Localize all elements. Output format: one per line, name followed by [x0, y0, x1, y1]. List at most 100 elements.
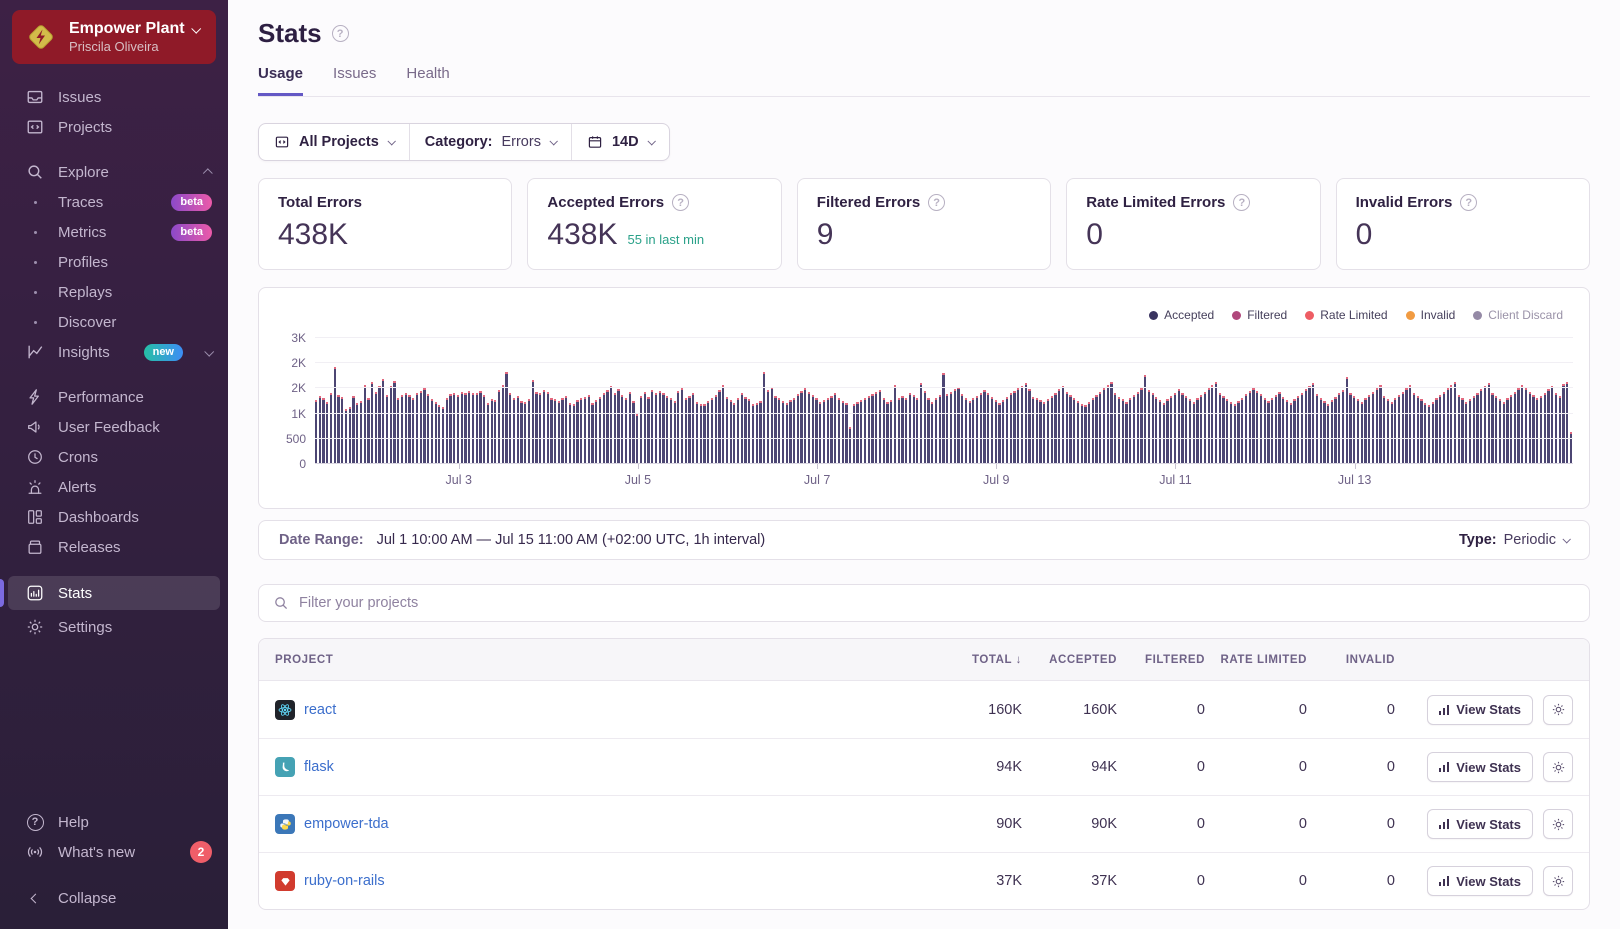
sidebar-item-whats-new[interactable]: What's new 2: [0, 837, 228, 867]
sidebar-item-explore[interactable]: Explore: [0, 157, 228, 187]
type-dropdown[interactable]: Type: Periodic: [1459, 532, 1571, 548]
chart-bar: [1248, 390, 1251, 464]
sidebar-item-releases[interactable]: Releases: [0, 532, 228, 562]
tab-issues[interactable]: Issues: [333, 65, 377, 82]
sidebar-item-traces[interactable]: Traces beta: [0, 187, 228, 217]
cell-rate-limited: 0: [1298, 873, 1307, 889]
card-title: Total Errors: [278, 194, 362, 211]
org-switcher[interactable]: Empower Plant Priscila Oliveira: [12, 10, 216, 65]
col-invalid[interactable]: INVALID: [1345, 653, 1395, 666]
chart-bar: [1110, 381, 1113, 464]
chart-bar: [826, 398, 829, 464]
col-project[interactable]: PROJECT: [275, 653, 334, 666]
project-link[interactable]: flask: [304, 759, 334, 775]
chart-bar: [905, 397, 908, 464]
legend-item-invalid[interactable]: Invalid: [1405, 308, 1455, 322]
chart-bar: [1468, 399, 1472, 464]
sidebar-item-replays[interactable]: Replays: [0, 277, 228, 307]
chart-bar: [953, 389, 956, 464]
project-settings-button[interactable]: [1543, 694, 1573, 725]
chart-bar: [527, 399, 531, 464]
sidebar-item-user-feedback[interactable]: User Feedback: [0, 412, 228, 442]
sidebar-item-performance[interactable]: Performance: [0, 382, 228, 412]
chart-bar: [677, 390, 680, 464]
chart-bar: [475, 393, 478, 464]
bar-chart-icon: [1438, 819, 1450, 829]
sidebar-item-profiles[interactable]: Profiles: [0, 247, 228, 277]
chart-bar: [1080, 403, 1083, 464]
chart-bar: [890, 400, 893, 464]
chart-bar: [318, 396, 321, 464]
tab-usage[interactable]: Usage: [258, 65, 304, 96]
chart-bar: [1375, 388, 1378, 464]
help-icon[interactable]: ?: [1233, 194, 1251, 211]
cell-invalid: 0: [1386, 701, 1395, 718]
legend-item-rate-limited[interactable]: Rate Limited: [1305, 308, 1388, 322]
bar-chart-icon: [1438, 876, 1450, 886]
sidebar-item-projects[interactable]: Projects: [0, 112, 228, 142]
project-link[interactable]: empower-tda: [304, 816, 389, 832]
sidebar-item-label: Help: [58, 813, 89, 831]
legend-item-client-discard[interactable]: Client Discard: [1473, 308, 1563, 322]
chart-bar: [722, 385, 725, 464]
project-settings-button[interactable]: [1543, 752, 1573, 782]
date-range-dropdown[interactable]: 14D: [570, 124, 669, 160]
cell-total: 94K: [996, 759, 1022, 775]
col-filtered[interactable]: FILTERED: [1145, 653, 1205, 666]
chart-bar: [908, 392, 911, 464]
page-help-icon[interactable]: ?: [331, 25, 349, 42]
sidebar-item-metrics[interactable]: Metrics beta: [0, 217, 228, 247]
project-link[interactable]: ruby-on-rails: [304, 873, 385, 889]
view-stats-button[interactable]: View Stats: [1426, 809, 1533, 839]
tab-health[interactable]: Health: [406, 65, 450, 82]
chart-bar: [875, 392, 878, 464]
search-input[interactable]: [299, 595, 1575, 611]
project-link[interactable]: react: [304, 701, 337, 718]
chart-bar: [987, 393, 990, 464]
chart-bar: [1188, 399, 1192, 464]
col-total[interactable]: TOTAL ↓: [971, 653, 1022, 666]
sidebar-item-dashboards[interactable]: Dashboards: [0, 502, 228, 532]
help-icon[interactable]: ?: [928, 194, 946, 211]
chart-bar: [1371, 391, 1375, 464]
project-settings-button[interactable]: [1543, 809, 1573, 839]
chart-bar: [938, 395, 941, 464]
col-accepted[interactable]: ACCEPTED: [1049, 653, 1117, 666]
usage-chart: Accepted Filtered Rate Limited Invalid Clien…: [258, 287, 1590, 509]
sidebar-item-crons[interactable]: Crons: [0, 442, 228, 472]
sidebar-item-alerts[interactable]: Alerts: [0, 472, 228, 502]
page-title: Stats: [258, 18, 322, 48]
sidebar-item-stats[interactable]: Stats: [0, 576, 220, 611]
clock-icon: [26, 448, 44, 466]
chart-bar: [1379, 385, 1382, 464]
chart-bar: [1229, 401, 1233, 464]
sidebar-item-help[interactable]: ? Help: [0, 807, 228, 837]
chart-plot: 0 500 1K 2K 2K 3K Jul 3 Jul 5 Jul 7 Jul 9 Jul 11 Ju…: [286, 331, 1573, 487]
legend-item-accepted[interactable]: Accepted: [1149, 308, 1214, 322]
type-value: Periodic: [1503, 532, 1556, 548]
chart-bar: [542, 390, 546, 464]
sidebar-collapse-button[interactable]: Collapse: [0, 883, 228, 913]
col-rate-limited[interactable]: RATE LIMITED: [1220, 653, 1307, 666]
project-filter-dropdown[interactable]: All Projects: [259, 124, 409, 160]
help-icon[interactable]: ?: [672, 194, 690, 211]
help-icon[interactable]: ?: [1460, 194, 1478, 211]
cell-filtered: 0: [1196, 873, 1205, 889]
view-stats-button[interactable]: View Stats: [1426, 866, 1533, 896]
chart-bar: [359, 400, 363, 464]
chart-bar: [1289, 402, 1292, 464]
chart-bar: [994, 400, 997, 464]
sidebar-item-label: Crons: [58, 448, 99, 466]
sidebar-item-insights[interactable]: Insights new: [0, 337, 228, 367]
project-settings-button[interactable]: [1543, 866, 1573, 896]
sidebar-item-discover[interactable]: Discover: [0, 307, 228, 337]
chart-bar: [356, 403, 359, 464]
sidebar-item-settings[interactable]: Settings: [0, 612, 228, 642]
category-filter-dropdown[interactable]: Category: Errors: [408, 124, 571, 160]
chart-bar: [975, 395, 979, 464]
box-icon: [26, 538, 44, 556]
view-stats-button[interactable]: View Stats: [1426, 694, 1533, 725]
view-stats-button[interactable]: View Stats: [1426, 752, 1533, 782]
sidebar-item-issues[interactable]: Issues: [0, 82, 228, 112]
legend-item-filtered[interactable]: Filtered: [1232, 308, 1287, 322]
